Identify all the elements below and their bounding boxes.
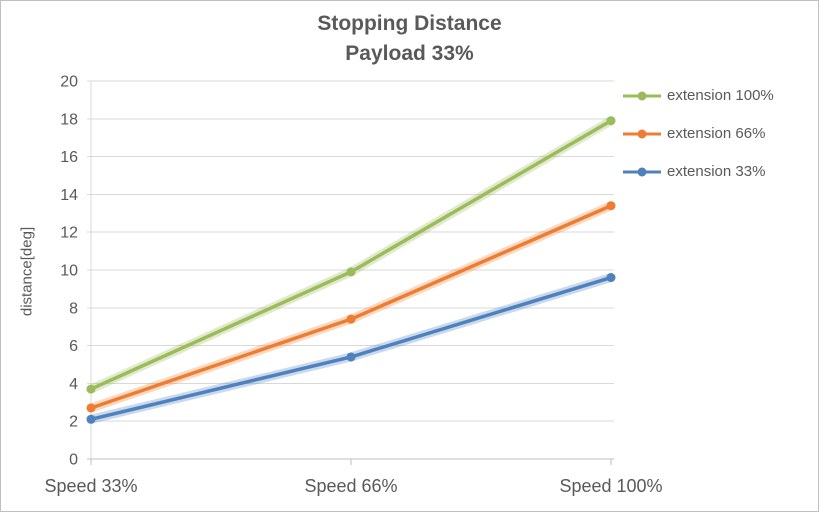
svg-text:12: 12 bbox=[60, 225, 78, 242]
data-point-extension-33- bbox=[346, 352, 356, 362]
svg-text:10: 10 bbox=[60, 263, 78, 280]
svg-text:4: 4 bbox=[69, 376, 78, 393]
svg-text:0: 0 bbox=[69, 452, 78, 469]
data-point-extension-66- bbox=[606, 201, 616, 211]
data-point-extension-100- bbox=[86, 384, 96, 394]
data-point-extension-33- bbox=[86, 414, 96, 424]
chart-title-block: Stopping Distance Payload 33% bbox=[1, 9, 818, 69]
svg-text:16: 16 bbox=[60, 149, 78, 166]
legend-label: extension 66% bbox=[667, 125, 766, 142]
series-line-extension-33- bbox=[86, 273, 616, 424]
series-line-extension-100- bbox=[86, 116, 616, 394]
svg-text:Speed 33%: Speed 33% bbox=[44, 476, 137, 496]
legend-label: extension 33% bbox=[667, 163, 766, 180]
legend-item: extension 33% bbox=[623, 163, 774, 180]
chart-subtitle: Payload 33% bbox=[345, 42, 474, 65]
series-line-extension-66- bbox=[86, 201, 616, 413]
data-point-extension-33- bbox=[606, 273, 616, 283]
legend-item: extension 66% bbox=[623, 125, 774, 142]
svg-text:18: 18 bbox=[60, 111, 78, 128]
chart-title: Stopping Distance bbox=[317, 12, 502, 35]
axes bbox=[87, 81, 614, 465]
x-axis-labels: Speed 33% Speed 66% Speed 100% bbox=[44, 476, 662, 496]
data-point-extension-66- bbox=[86, 403, 96, 413]
svg-text:Speed 100%: Speed 100% bbox=[559, 476, 662, 496]
data-point-extension-100- bbox=[606, 116, 616, 126]
legend-item: extension 100% bbox=[623, 87, 774, 104]
svg-text:14: 14 bbox=[60, 187, 78, 204]
data-point-extension-100- bbox=[346, 267, 356, 277]
legend-marker-icon bbox=[623, 167, 661, 176]
svg-text:8: 8 bbox=[69, 300, 78, 317]
legend-marker-icon bbox=[623, 129, 661, 138]
svg-text:2: 2 bbox=[69, 414, 78, 431]
svg-text:Speed 66%: Speed 66% bbox=[304, 476, 397, 496]
svg-text:6: 6 bbox=[69, 338, 78, 355]
gridlines bbox=[87, 80, 614, 422]
y-axis-labels: 0 2 4 6 8 10 12 14 16 18 20 bbox=[60, 74, 78, 469]
data-point-extension-66- bbox=[346, 314, 356, 324]
svg-text:20: 20 bbox=[60, 74, 78, 91]
legend-marker-icon bbox=[623, 91, 661, 100]
legend-label: extension 100% bbox=[667, 87, 774, 104]
legend: extension 100% extension 66% extension 33% bbox=[623, 87, 774, 180]
